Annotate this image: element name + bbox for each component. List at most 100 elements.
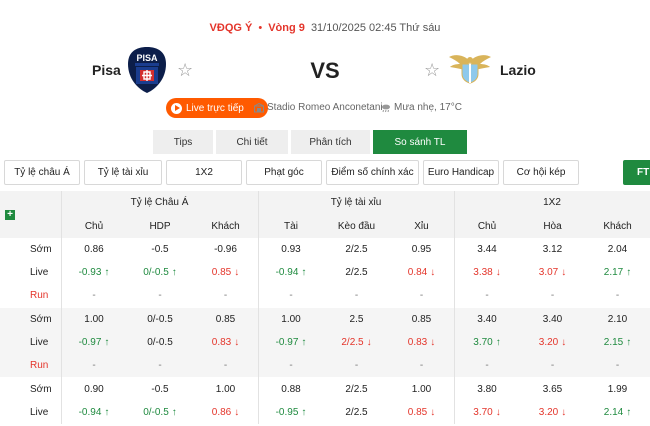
odds-cell[interactable]: - <box>520 290 585 301</box>
odds-cell[interactable]: 2.5 <box>324 314 389 325</box>
odds-cell[interactable]: 3.70 ↓ <box>454 407 520 418</box>
odds-cell[interactable]: 3.80 <box>454 384 520 395</box>
odds-cell[interactable]: - <box>258 290 324 301</box>
arrow-down-icon: ↓ <box>561 407 567 418</box>
odds-cell[interactable]: 1.00 <box>61 314 127 325</box>
odds-cell[interactable]: 2.15 ↑ <box>585 337 650 348</box>
odds-cell[interactable]: - <box>520 360 585 371</box>
live-stream-button[interactable]: Live trực tiếp <box>166 98 268 118</box>
filter-corners[interactable]: Phạt góc <box>246 160 322 185</box>
odds-cell[interactable]: 3.20 ↓ <box>520 337 585 348</box>
odds-cell[interactable]: 0/-0.5 ↑ <box>127 267 193 278</box>
odds-cell[interactable]: 1.99 <box>585 384 650 395</box>
odds-cell[interactable]: 1.00 <box>389 384 454 395</box>
odds-cell[interactable]: -0.5 <box>127 244 193 255</box>
tab-details[interactable]: Chi tiết <box>216 130 288 154</box>
odds-cell[interactable]: - <box>585 360 650 371</box>
tab-odds-compare[interactable]: So sánh TL <box>373 130 467 154</box>
odds-cell[interactable]: -0.94 ↑ <box>258 267 324 278</box>
odds-cell[interactable]: - <box>389 360 454 371</box>
filter-correct-score[interactable]: Điểm số chính xác <box>326 160 419 185</box>
odds-filter-bar: Tỷ lệ châu Á Tỷ lệ tài xỉu 1X2 Phạt góc … <box>4 160 579 185</box>
odds-cell[interactable]: 3.70 ↑ <box>454 337 520 348</box>
odds-cell[interactable]: - <box>61 360 127 371</box>
star-icon[interactable]: ☆ <box>177 60 194 80</box>
odds-value: - <box>158 360 162 371</box>
away-team-name[interactable]: Lazio <box>500 62 536 78</box>
odds-cell[interactable]: 2.10 <box>585 314 650 325</box>
odds-cell[interactable]: 2.04 <box>585 244 650 255</box>
filter-double-chance[interactable]: Cơ hội kép <box>503 160 579 185</box>
odds-cell[interactable]: 2/2.5 <box>324 267 389 278</box>
odds-cell[interactable]: -0.96 <box>193 244 258 255</box>
odds-cell[interactable]: 0/-0.5 ↑ <box>127 407 193 418</box>
odds-cell[interactable]: 3.07 ↓ <box>520 267 585 278</box>
odds-cell[interactable]: 0.84 ↓ <box>389 267 454 278</box>
odds-cell[interactable]: - <box>193 360 258 371</box>
odds-cell[interactable]: 0.95 <box>389 244 454 255</box>
tab-analysis[interactable]: Phân tích <box>291 130 370 154</box>
odds-cell[interactable]: 0.86 <box>61 244 127 255</box>
row-label: Sớm <box>30 244 52 255</box>
odds-cell[interactable]: 2.14 ↑ <box>585 407 650 418</box>
odds-cell[interactable]: - <box>454 360 520 371</box>
odds-cell[interactable]: 0.88 <box>258 384 324 395</box>
odds-cell[interactable]: - <box>389 290 454 301</box>
plus-icon[interactable]: + <box>5 210 15 220</box>
odds-cell[interactable]: 0.85 <box>389 314 454 325</box>
odds-cell[interactable]: -0.94 ↑ <box>61 407 127 418</box>
odds-value: - <box>354 290 359 301</box>
odds-cell[interactable]: 2/2.5 <box>324 244 389 255</box>
odds-cell[interactable]: 2/2.5 <box>324 407 389 418</box>
odds-cell[interactable]: 0.85 ↓ <box>193 267 258 278</box>
filter-1x2[interactable]: 1X2 <box>166 160 242 185</box>
ft-button[interactable]: FT <box>623 160 650 185</box>
odds-cell[interactable]: 3.65 <box>520 384 585 395</box>
odds-cell[interactable]: 3.40 <box>520 314 585 325</box>
odds-cell[interactable]: - <box>324 360 389 371</box>
odds-cell[interactable]: -0.97 ↑ <box>61 337 127 348</box>
odds-cell[interactable]: 3.12 <box>520 244 585 255</box>
odds-cell[interactable]: 0.90 <box>61 384 127 395</box>
odds-cell[interactable]: 1.00 <box>258 314 324 325</box>
odds-cell[interactable]: 0.85 ↓ <box>389 407 454 418</box>
odds-cell[interactable]: -0.93 ↑ <box>61 267 127 278</box>
odds-cell[interactable]: 3.20 ↓ <box>520 407 585 418</box>
odds-cell[interactable]: 2/2.5 ↓ <box>324 337 389 348</box>
odds-cell[interactable]: - <box>585 290 650 301</box>
arrow-down-icon: ↓ <box>430 337 436 348</box>
home-team-name[interactable]: Pisa <box>92 62 121 78</box>
odds-cell[interactable]: 3.40 <box>454 314 520 325</box>
league-link[interactable]: VĐQG Ý <box>209 22 253 34</box>
odds-cell[interactable]: - <box>193 290 258 301</box>
odds-cell[interactable]: - <box>127 360 193 371</box>
odds-cell[interactable]: 0.93 <box>258 244 324 255</box>
odds-cell[interactable]: 0/-0.5 <box>127 337 193 348</box>
odds-cell[interactable]: 0.83 ↓ <box>193 337 258 348</box>
odds-cell[interactable]: 3.38 ↓ <box>454 267 520 278</box>
filter-asian-handicap[interactable]: Tỷ lệ châu Á <box>4 160 80 185</box>
odds-cell[interactable]: -0.95 ↑ <box>258 407 324 418</box>
odds-cell[interactable]: - <box>324 290 389 301</box>
odds-cell[interactable]: 0.85 <box>193 314 258 325</box>
filter-euro-handicap[interactable]: Euro Handicap <box>423 160 499 185</box>
odds-cell[interactable]: 2/2.5 <box>324 384 389 395</box>
odds-cell[interactable]: - <box>61 290 127 301</box>
odds-cell[interactable]: 1.00 <box>193 384 258 395</box>
filter-over-under[interactable]: Tỷ lệ tài xỉu <box>84 160 162 185</box>
odds-cell[interactable]: - <box>258 360 324 371</box>
odds-cell[interactable]: 0/-0.5 <box>127 314 193 325</box>
home-team-crest[interactable]: PISA <box>127 46 167 94</box>
odds-cell[interactable]: -0.97 ↑ <box>258 337 324 348</box>
odds-cell[interactable]: 2.17 ↑ <box>585 267 650 278</box>
odds-cell[interactable]: 0.83 ↓ <box>389 337 454 348</box>
odds-cell[interactable]: -0.5 <box>127 384 193 395</box>
odds-cell[interactable]: 0.86 ↓ <box>193 407 258 418</box>
arrow-up-icon: ↑ <box>104 267 110 278</box>
odds-cell[interactable]: 3.44 <box>454 244 520 255</box>
odds-cell[interactable]: - <box>454 290 520 301</box>
star-icon[interactable]: ☆ <box>424 60 441 80</box>
odds-cell[interactable]: - <box>127 290 193 301</box>
away-team-crest[interactable] <box>448 52 492 84</box>
tab-tips[interactable]: Tips <box>153 130 213 154</box>
